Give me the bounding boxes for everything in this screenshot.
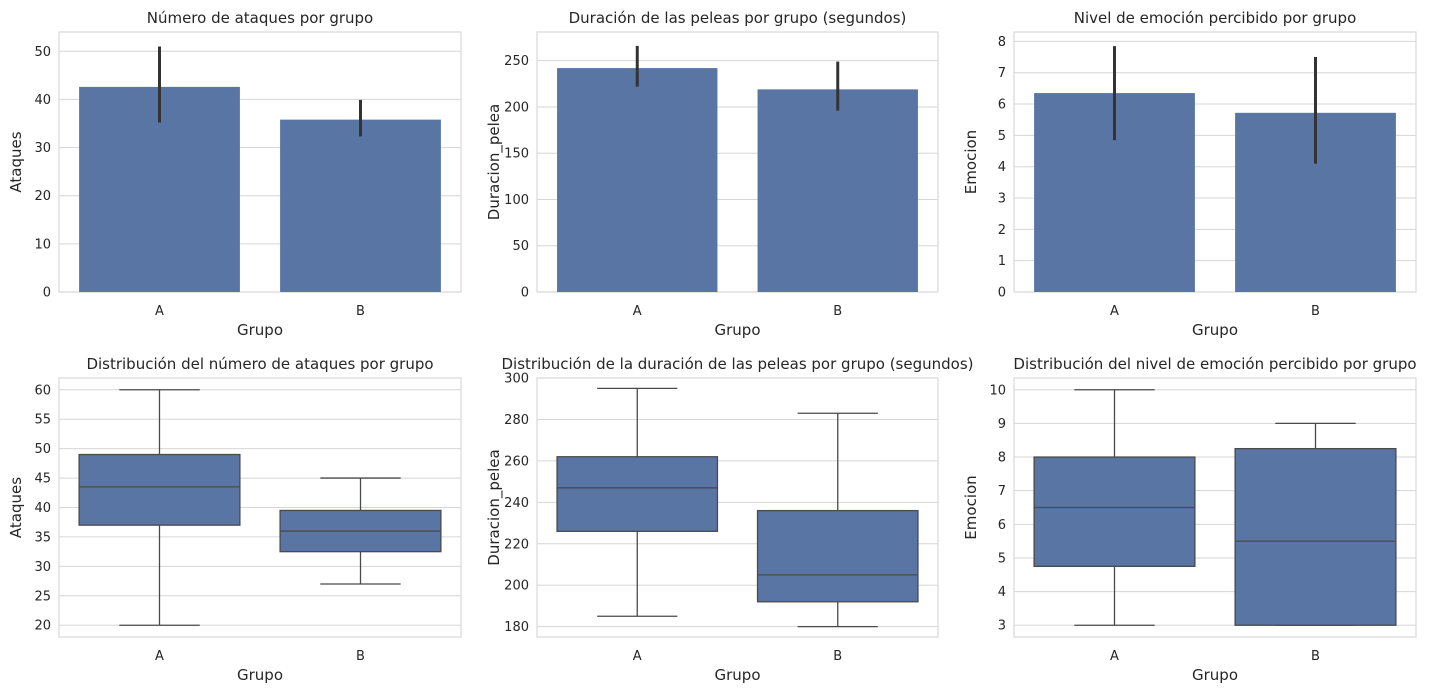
- subplot-3: 0 1 2 3 4 5 6 7 8 A B Nivel de emoción percibido po…: [962, 9, 1417, 339]
- x-tick-label: A: [633, 304, 642, 319]
- y-tick-label: 8: [998, 35, 1006, 50]
- x-tick-label: B: [356, 649, 365, 664]
- y-tick-label: 20: [34, 189, 51, 204]
- chart-title: Duración de las peleas por grupo (segund…: [569, 9, 907, 27]
- chart-title: Nivel de emoción percibido por grupo: [1074, 9, 1357, 27]
- x-axis-label: Grupo: [715, 321, 761, 339]
- x-tick-label: A: [1110, 304, 1119, 319]
- x-axis-label: Grupo: [1192, 666, 1238, 684]
- y-tick-label: 7: [998, 484, 1006, 499]
- y-tick-label: 6: [998, 518, 1006, 533]
- y-tick-label: 50: [512, 239, 529, 254]
- subplot-6: 3 4 5 6 7 8 9 10 A B Distribución del nivel de emo…: [962, 355, 1417, 684]
- y-tick-label: 7: [998, 66, 1006, 81]
- box-A: [556, 456, 719, 532]
- y-tick-label: 200: [504, 579, 529, 594]
- chart-title: Distribución del número de ataques por g…: [86, 355, 433, 373]
- y-tick-label: 60: [34, 383, 51, 398]
- box-B: [1234, 447, 1397, 626]
- y-tick-label: 50: [34, 442, 51, 457]
- subplot-2: 0 50 100 150 200 250 A B Duración de las peleas …: [485, 9, 939, 339]
- y-axis-label: Duracion_pelea: [485, 104, 504, 220]
- y-tick-label: 8: [998, 451, 1006, 466]
- y-tick-label: 0: [521, 286, 529, 301]
- x-tick-label: B: [1311, 649, 1320, 664]
- y-tick-label: 180: [504, 620, 529, 635]
- y-tick-label: 1: [998, 254, 1006, 269]
- y-tick-label: 250: [504, 54, 529, 69]
- x-axis-label: Grupo: [715, 666, 761, 684]
- y-tick-label: 30: [34, 141, 51, 156]
- x-tick-label: A: [155, 649, 164, 664]
- box-A: [1033, 456, 1196, 568]
- y-tick-label: 220: [504, 537, 529, 552]
- y-tick-label: 4: [998, 160, 1006, 175]
- y-tick-label: 25: [34, 589, 51, 604]
- y-tick-label: 0: [43, 286, 51, 301]
- box-B: [756, 509, 919, 603]
- bar-B: [280, 119, 441, 292]
- box-A: [78, 453, 241, 526]
- chart-title: Distribución del nivel de emoción percib…: [1013, 355, 1416, 373]
- subplot-5: 180 200 220 240 260 280 300 A B Distribución de l…: [485, 355, 974, 684]
- y-tick-label: 3: [998, 619, 1006, 634]
- y-tick-label: 5: [998, 551, 1006, 566]
- x-tick-label: A: [1110, 649, 1119, 664]
- y-tick-label: 40: [34, 501, 51, 516]
- x-tick-label: A: [155, 304, 164, 319]
- x-tick-label: B: [833, 649, 842, 664]
- y-tick-label: 0: [998, 286, 1006, 301]
- y-tick-label: 55: [34, 413, 51, 428]
- x-tick-label: B: [1311, 304, 1320, 319]
- y-axis-label: Emocion: [962, 130, 980, 194]
- y-tick-label: 40: [34, 93, 51, 108]
- x-tick-label: B: [356, 304, 365, 319]
- y-tick-label: 100: [504, 193, 529, 208]
- y-tick-label: 6: [998, 98, 1006, 113]
- y-tick-label: 280: [504, 413, 529, 428]
- y-tick-label: 30: [34, 560, 51, 575]
- y-tick-label: 10: [989, 383, 1006, 398]
- y-tick-label: 260: [504, 454, 529, 469]
- x-tick-label: A: [633, 649, 642, 664]
- subplot-4: 20 25 30 35 40 45 50 55 60 A B Distribución del núm…: [7, 355, 462, 684]
- y-tick-label: 4: [998, 585, 1006, 600]
- y-axis-label: Ataques: [7, 477, 25, 538]
- y-tick-label: 240: [504, 496, 529, 511]
- y-tick-label: 3: [998, 192, 1006, 207]
- bar-B: [757, 89, 918, 292]
- y-tick-label: 9: [998, 417, 1006, 432]
- y-axis-label: Emocion: [962, 475, 980, 539]
- chart-title: Distribución de la duración de las pelea…: [501, 355, 973, 373]
- x-tick-label: B: [833, 304, 842, 319]
- y-tick-label: 10: [34, 237, 51, 252]
- subplot-1: 0 10 20 30 40 50 A B Número de ataques por grupo…: [7, 9, 462, 339]
- x-axis-label: Grupo: [1192, 321, 1238, 339]
- y-tick-label: 5: [998, 129, 1006, 144]
- y-axis-label: Ataques: [7, 131, 25, 192]
- y-tick-label: 150: [504, 147, 529, 162]
- chart-title: Número de ataques por grupo: [147, 9, 374, 27]
- y-tick-label: 300: [504, 372, 529, 387]
- y-tick-label: 20: [34, 619, 51, 634]
- bar-A: [557, 68, 718, 292]
- y-tick-label: 45: [34, 472, 51, 487]
- y-tick-label: 200: [504, 100, 529, 115]
- y-axis-label: Duracion_pelea: [485, 449, 504, 565]
- y-tick-label: 35: [34, 530, 51, 545]
- x-axis-label: Grupo: [237, 666, 283, 684]
- y-tick-label: 50: [34, 45, 51, 60]
- y-tick-label: 2: [998, 223, 1006, 238]
- x-axis-label: Grupo: [237, 321, 283, 339]
